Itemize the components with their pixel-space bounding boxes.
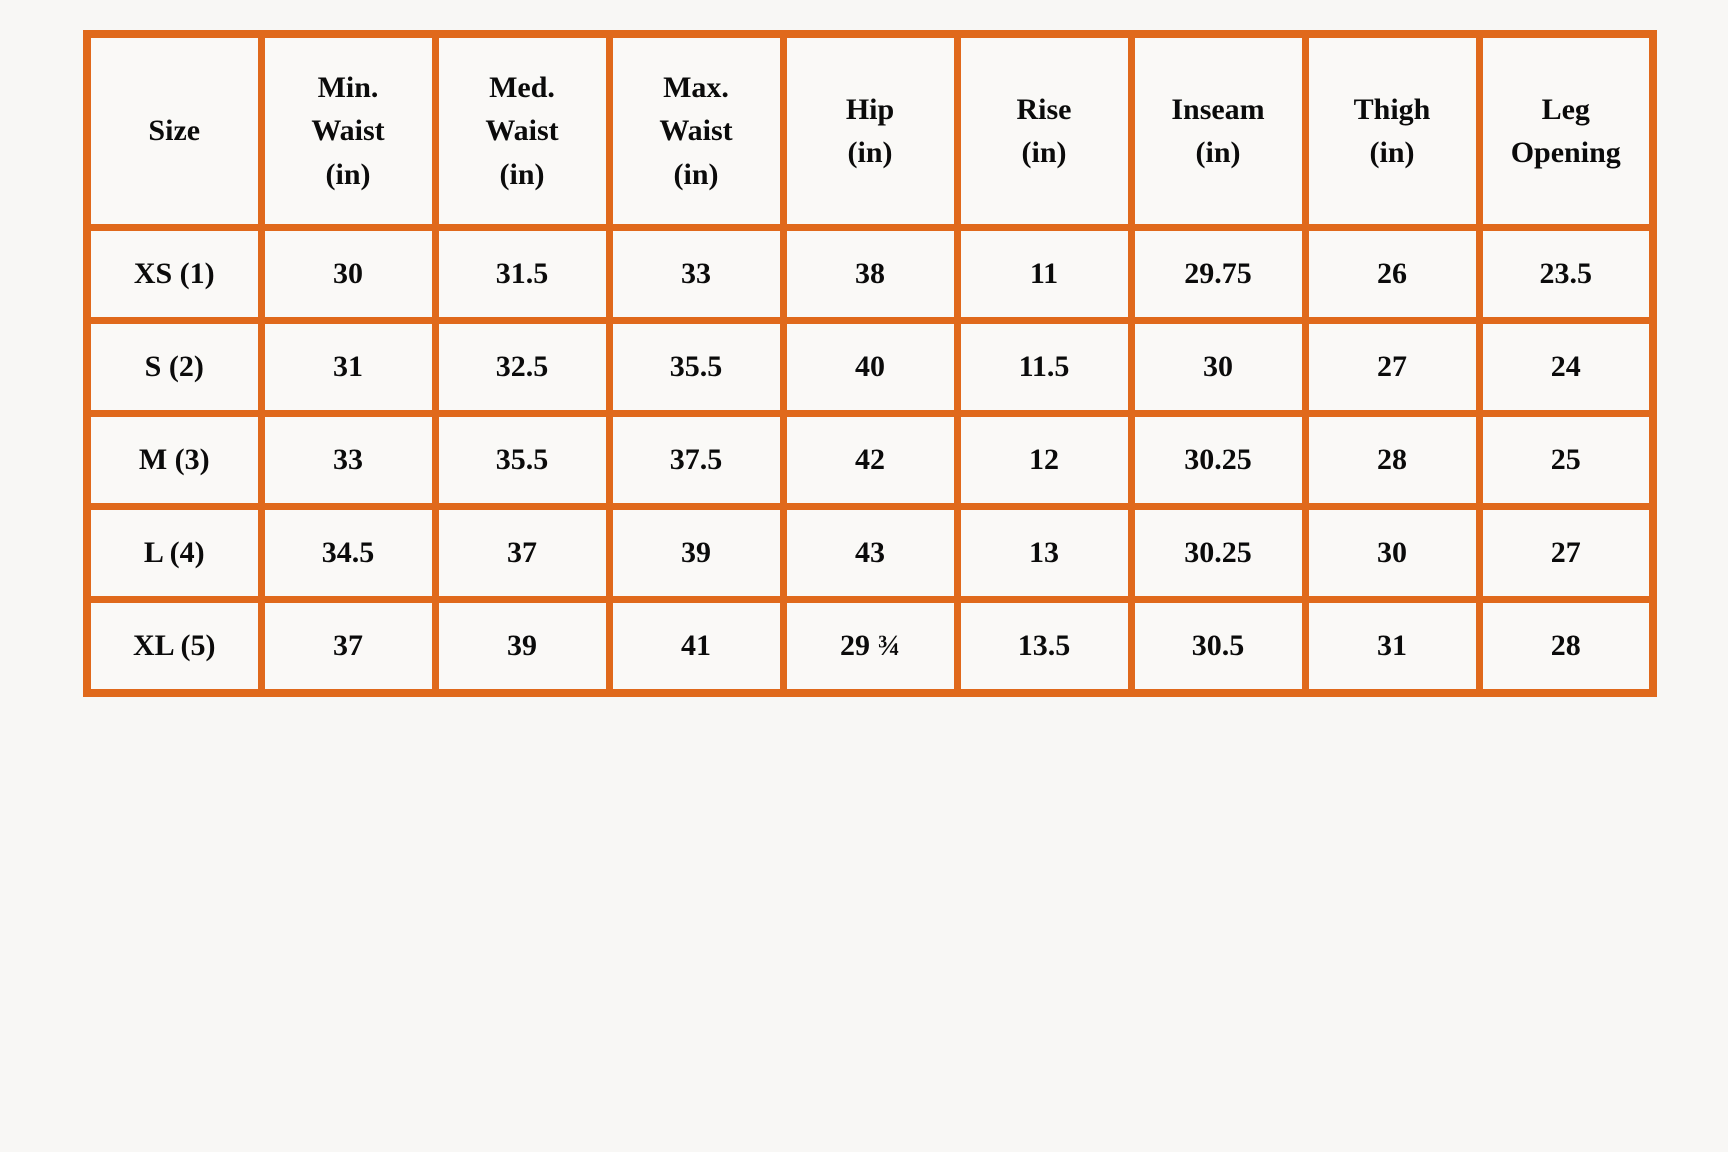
table-row-m-3: M (3) 33 35.5 37.5 42 12 30.25 28 25 — [83, 410, 1657, 510]
column-header-4: Hip (in) — [779, 30, 961, 231]
column-header-0: Size — [83, 30, 265, 231]
column-header-2: Med. Waist (in) — [431, 30, 613, 231]
column-header-1: Min. Waist (in) — [257, 30, 439, 231]
measurement-cell: 43 — [779, 503, 961, 603]
measurement-cell: 11 — [953, 224, 1135, 324]
measurement-cell: 30 — [1127, 317, 1309, 417]
measurement-cell: 31 — [257, 317, 439, 417]
measurement-cell: 37.5 — [605, 410, 787, 510]
measurement-cell: 34.5 — [257, 503, 439, 603]
measurement-cell: 37 — [431, 503, 613, 603]
measurement-cell: 30 — [1301, 503, 1483, 603]
measurement-cell: 23.5 — [1475, 224, 1657, 324]
header-row: Size Min. Waist (in) Med. Waist (in) Max. W… — [83, 30, 1657, 231]
measurement-cell: 35.5 — [431, 410, 613, 510]
measurement-cell: 27 — [1301, 317, 1483, 417]
table-row-xl-5: XL (5) 37 39 41 29 ¾ 13.5 30.5 31 28 — [83, 596, 1657, 696]
measurement-cell: 30 — [257, 224, 439, 324]
measurement-cell: 29.75 — [1127, 224, 1309, 324]
measurement-cell: 29 ¾ — [779, 596, 961, 696]
size-chart-table: Size Min. Waist (in) Med. Waist (in) Max. W… — [83, 30, 1657, 697]
column-header-6: Inseam (in) — [1127, 30, 1309, 231]
size-label: S (2) — [83, 317, 265, 417]
measurement-cell: 13.5 — [953, 596, 1135, 696]
measurement-cell: 26 — [1301, 224, 1483, 324]
measurement-cell: 41 — [605, 596, 787, 696]
measurement-cell: 25 — [1475, 410, 1657, 510]
measurement-cell: 42 — [779, 410, 961, 510]
measurement-cell: 39 — [605, 503, 787, 603]
size-label: L (4) — [83, 503, 265, 603]
size-label: M (3) — [83, 410, 265, 510]
table-body: XS (1) 30 31.5 33 38 11 29.75 26 23.5 S (2) 31 32.5… — [83, 224, 1657, 696]
measurement-cell: 28 — [1301, 410, 1483, 510]
column-header-3: Max. Waist (in) — [605, 30, 787, 231]
table-header: Size Min. Waist (in) Med. Waist (in) Max. W… — [83, 30, 1657, 231]
measurement-cell: 39 — [431, 596, 613, 696]
measurement-cell: 38 — [779, 224, 961, 324]
measurement-cell: 35.5 — [605, 317, 787, 417]
measurement-cell: 30.25 — [1127, 503, 1309, 603]
measurement-cell: 33 — [257, 410, 439, 510]
measurement-cell: 31.5 — [431, 224, 613, 324]
table-row-l-4: L (4) 34.5 37 39 43 13 30.25 30 27 — [83, 503, 1657, 603]
measurement-cell: 11.5 — [953, 317, 1135, 417]
size-label: XS (1) — [83, 224, 265, 324]
measurement-cell: 31 — [1301, 596, 1483, 696]
measurement-cell: 12 — [953, 410, 1135, 510]
size-label: XL (5) — [83, 596, 265, 696]
measurement-cell: 30.25 — [1127, 410, 1309, 510]
column-header-8: Leg Opening — [1475, 30, 1657, 231]
measurement-cell: 33 — [605, 224, 787, 324]
measurement-cell: 32.5 — [431, 317, 613, 417]
measurement-cell: 28 — [1475, 596, 1657, 696]
measurement-cell: 13 — [953, 503, 1135, 603]
column-header-5: Rise (in) — [953, 30, 1135, 231]
measurement-cell: 40 — [779, 317, 961, 417]
measurement-cell: 27 — [1475, 503, 1657, 603]
column-header-7: Thigh (in) — [1301, 30, 1483, 231]
table-row-xs-1: XS (1) 30 31.5 33 38 11 29.75 26 23.5 — [83, 224, 1657, 324]
measurement-cell: 30.5 — [1127, 596, 1309, 696]
measurement-cell: 24 — [1475, 317, 1657, 417]
table-row-s-2: S (2) 31 32.5 35.5 40 11.5 30 27 24 — [83, 317, 1657, 417]
measurement-cell: 37 — [257, 596, 439, 696]
